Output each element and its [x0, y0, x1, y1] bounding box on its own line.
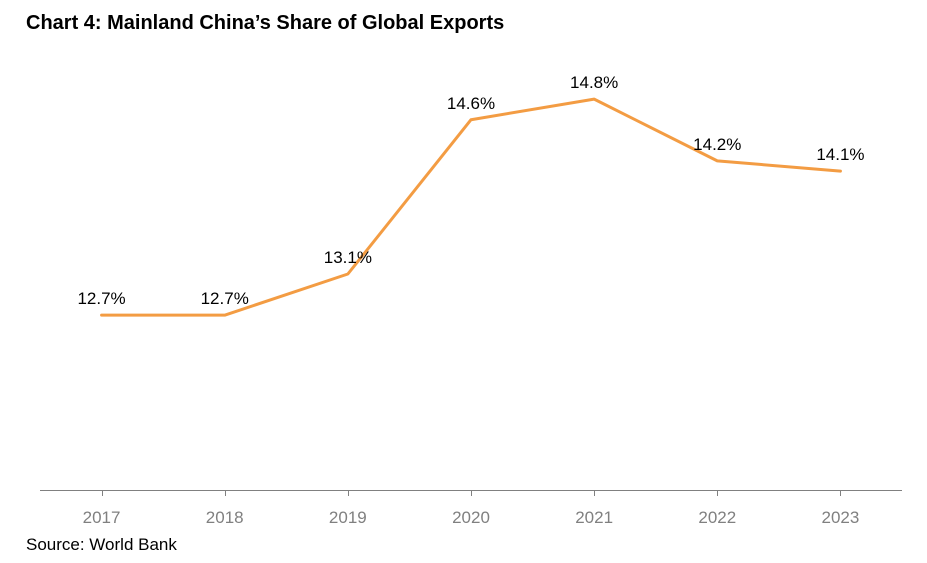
data-label: 14.1%: [816, 145, 864, 165]
x-tick-mark: [225, 490, 226, 496]
x-tick-mark: [102, 490, 103, 496]
chart-title: Chart 4: Mainland China’s Share of Globa…: [26, 12, 504, 35]
x-tick-label: 2017: [83, 508, 121, 528]
x-tick-mark: [840, 490, 841, 496]
x-tick-label: 2019: [329, 508, 367, 528]
x-tick-label: 2021: [575, 508, 613, 528]
plot-area: 12.7%12.7%13.1%14.6%14.8%14.2%14.1%20172…: [40, 58, 902, 490]
x-tick-mark: [594, 490, 595, 496]
x-tick-mark: [717, 490, 718, 496]
data-label: 14.2%: [693, 135, 741, 155]
data-label: 14.8%: [570, 73, 618, 93]
x-tick-mark: [348, 490, 349, 496]
data-label: 13.1%: [324, 248, 372, 268]
x-tick-label: 2022: [698, 508, 736, 528]
x-tick-mark: [471, 490, 472, 496]
line-series: [40, 58, 902, 490]
x-tick-label: 2023: [822, 508, 860, 528]
data-label: 14.6%: [447, 94, 495, 114]
chart-source: Source: World Bank: [26, 535, 177, 555]
data-label: 12.7%: [201, 289, 249, 309]
chart-container: Chart 4: Mainland China’s Share of Globa…: [0, 0, 927, 563]
x-tick-label: 2020: [452, 508, 490, 528]
x-tick-label: 2018: [206, 508, 244, 528]
data-label: 12.7%: [77, 289, 125, 309]
